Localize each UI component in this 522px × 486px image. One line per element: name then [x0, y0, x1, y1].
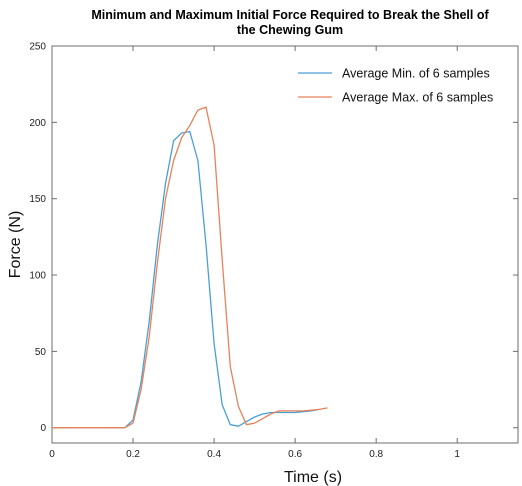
- y-axis-label: Force (N): [7, 211, 24, 279]
- y-tick-label: 200: [29, 118, 46, 129]
- chart-title-line-1: Minimum and Maximum Initial Force Requir…: [91, 8, 489, 22]
- x-axis-label: Time (s): [284, 469, 342, 486]
- series-line-average-max: [52, 106, 328, 429]
- chart-title-line-2: the Chewing Gum: [236, 23, 344, 37]
- x-tick-label: 0.4: [207, 449, 221, 460]
- y-tick-label: 100: [29, 271, 46, 282]
- y-tick-label: 0: [40, 423, 46, 434]
- legend: Average Min. of 6 samples Average Max. of…: [298, 67, 493, 105]
- y-tick-label: 150: [29, 194, 46, 205]
- x-tick-label: 0.2: [126, 449, 140, 460]
- x-tick-label: 0.6: [288, 449, 302, 460]
- y-tick-label: 50: [35, 347, 47, 358]
- x-tick-label: 0.8: [369, 449, 383, 460]
- y-tick-label: 250: [29, 42, 46, 53]
- series-line-average-min: [52, 130, 320, 429]
- legend-label-average-max: Average Max. of 6 samples: [342, 91, 493, 105]
- plot-frame: [51, 45, 519, 444]
- tick-labels: 0 0.2 0.4 0.6 0.8 1 0 50 100 150 200 250: [29, 42, 460, 461]
- axes: [51, 45, 519, 444]
- x-tick-label: 0: [49, 449, 55, 460]
- chart-title: Minimum and Maximum Initial Force Requir…: [0, 8, 522, 38]
- legend-label-average-min: Average Min. of 6 samples: [342, 67, 490, 81]
- series-lines: [52, 106, 328, 429]
- x-tick-label: 1: [454, 449, 460, 460]
